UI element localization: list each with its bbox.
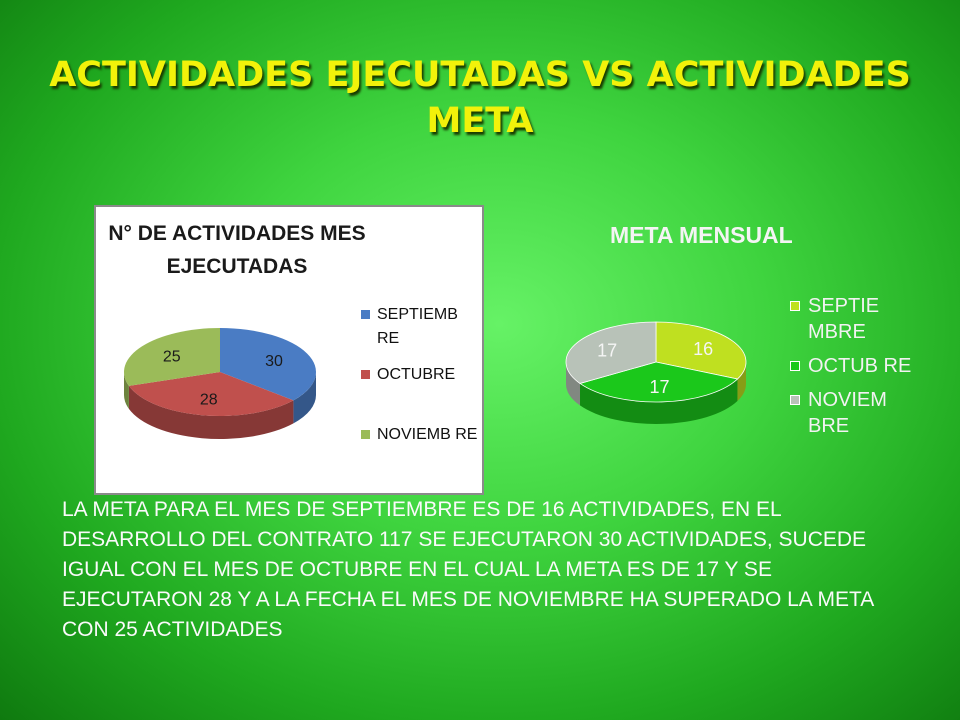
meta-chart-title: META MENSUAL <box>610 222 793 248</box>
meta-side-0 <box>737 362 746 402</box>
meta-legend-item-octubre: OCTUB RE <box>790 353 930 379</box>
meta-legend-swatch-noviembre <box>790 395 800 405</box>
meta-slice-septiembre <box>655 321 747 380</box>
legend-swatch-octubre <box>361 370 370 379</box>
meta-legend-item-noviembre: NOVIEM BRE <box>790 387 930 439</box>
meta-chart-legend: SEPTIE MBRE OCTUB RE NOVIEM BRE <box>790 293 930 447</box>
legend-item-noviembre: NOVIEMB RE <box>361 423 481 447</box>
meta-pie-chart: 16 17 17 <box>565 321 747 424</box>
legend-label-octubre: OCTUBRE <box>377 366 456 383</box>
executed-slice-noviembre <box>123 328 220 386</box>
executed-data-label-septiembre: 30 <box>265 353 283 370</box>
executed-chart-title: N° DE ACTIVIDADES MES EJECUTADAS <box>108 222 366 278</box>
executed-pie-chart: 30 28 25 <box>123 328 317 439</box>
meta-legend-label-octubre: OCTUB RE <box>808 355 912 377</box>
legend-label-septiembre: SEPTIEMB RE <box>377 306 458 347</box>
executed-chart-legend: SEPTIEMB RE OCTUBRE NOVIEMB RE <box>361 303 481 447</box>
meta-data-label-septiembre: 16 <box>693 339 713 359</box>
legend-label-noviembre: NOVIEMB RE <box>377 426 478 443</box>
slide-description: LA META PARA EL MES DE SEPTIEMBRE ES DE … <box>62 498 874 641</box>
legend-swatch-noviembre <box>361 430 370 439</box>
executed-side-1 <box>128 385 294 439</box>
legend-item-octubre: OCTUBRE <box>361 363 481 423</box>
meta-slice-noviembre <box>565 321 657 384</box>
executed-slice-septiembre <box>220 328 317 401</box>
meta-legend-swatch-octubre <box>790 361 800 371</box>
executed-data-label-octubre: 28 <box>200 391 218 408</box>
meta-side-1 <box>580 379 738 424</box>
executed-data-label-noviembre: 25 <box>163 349 181 366</box>
executed-side-0 <box>293 372 316 424</box>
meta-side-2 <box>566 362 581 406</box>
meta-legend-label-noviembre: NOVIEM BRE <box>808 389 887 437</box>
executed-slice-octubre <box>128 372 294 417</box>
meta-slice-octubre <box>579 361 739 403</box>
legend-item-septiembre: SEPTIEMB RE <box>361 303 481 363</box>
executed-side-2 <box>124 372 129 409</box>
meta-legend-label-septiembre: SEPTIE MBRE <box>808 295 880 343</box>
meta-data-label-octubre: 17 <box>649 377 669 397</box>
meta-data-label-noviembre: 17 <box>597 340 617 360</box>
meta-legend-swatch-septiembre <box>790 301 800 311</box>
slide-title: ACTIVIDADES EJECUTADAS VS ACTIVIDADES ME… <box>49 55 911 141</box>
legend-swatch-septiembre <box>361 310 370 319</box>
meta-legend-item-septiembre: SEPTIE MBRE <box>790 293 930 345</box>
executed-chart-panel: N° DE ACTIVIDADES MES EJECUTADAS 30 28 25 … <box>94 205 484 495</box>
